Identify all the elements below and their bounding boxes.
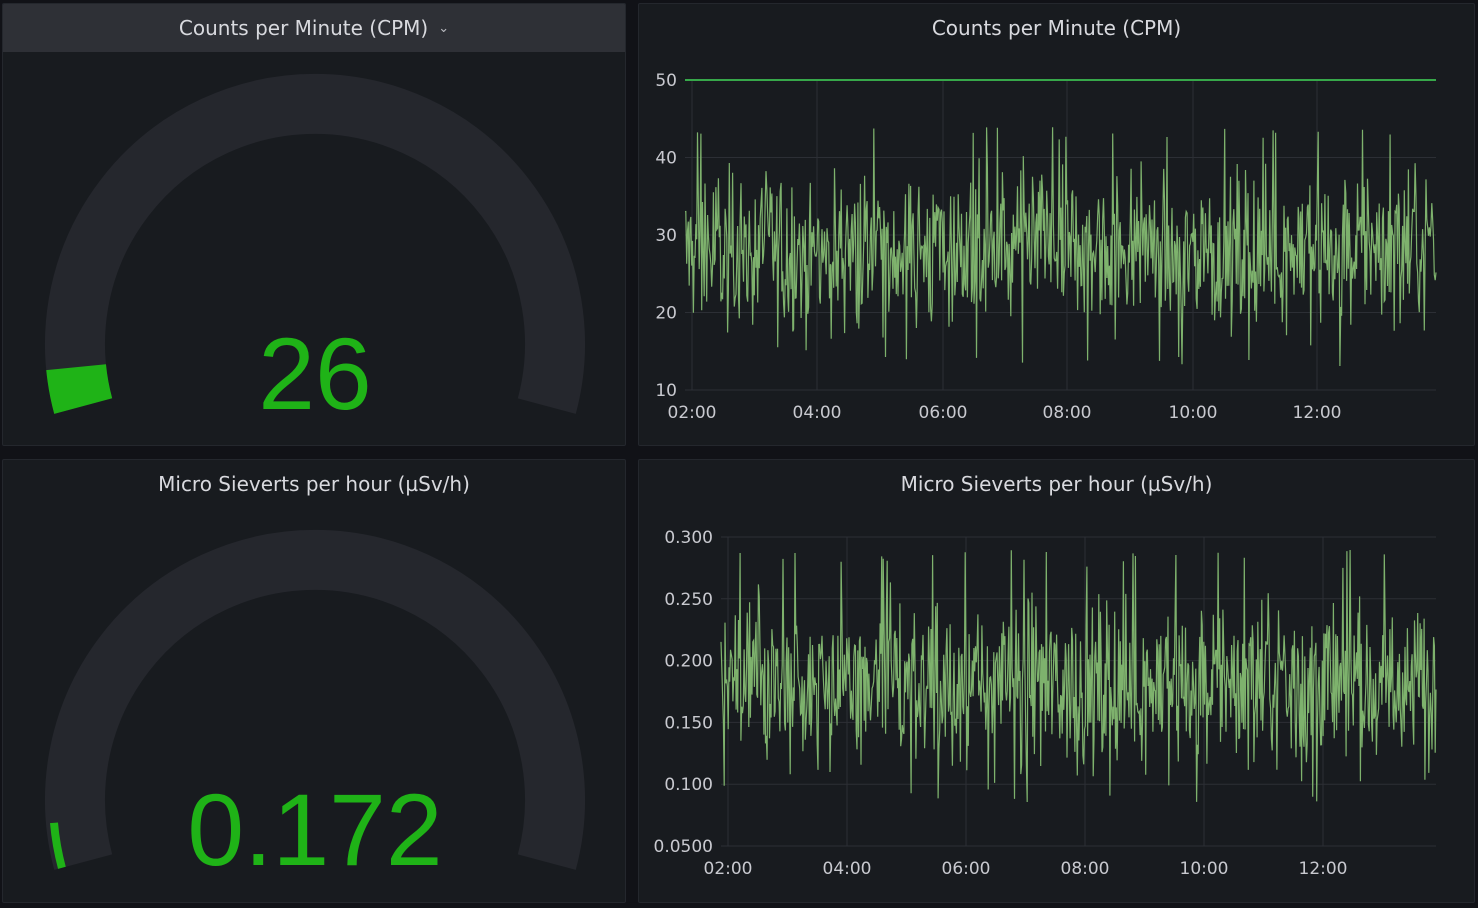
chevron-down-icon[interactable]: ⌄	[438, 20, 450, 36]
y-tick-label: 10	[655, 381, 677, 401]
cpm-gauge-title: Counts per Minute (CPM)	[178, 16, 429, 40]
usv-timeseries-panel-header[interactable]: Micro Sieverts per hour (µSv/h)	[639, 460, 1474, 508]
gauge-track	[45, 73, 585, 414]
series-line	[720, 549, 1437, 803]
x-tick-label: 10:00	[1169, 403, 1218, 423]
cpm-gauge: 26	[45, 73, 585, 431]
x-tick-label: 02:00	[704, 859, 753, 879]
y-tick-label: 0.200	[664, 652, 713, 672]
y-tick-label: 30	[655, 226, 677, 246]
y-tick-label: 0.0500	[654, 837, 713, 857]
series-line	[684, 127, 1437, 367]
cpm-timeseries-title: Counts per Minute (CPM)	[931, 16, 1182, 40]
x-tick-label: 04:00	[793, 403, 842, 423]
cpm-timeseries-panel-header[interactable]: Counts per Minute (CPM)	[639, 4, 1474, 52]
y-tick-label: 0.300	[664, 528, 713, 548]
x-tick-label: 06:00	[919, 403, 968, 423]
usv-timeseries-title: Micro Sieverts per hour (µSv/h)	[900, 472, 1213, 496]
usv-gauge-panel-header[interactable]: Micro Sieverts per hour (µSv/h)	[3, 460, 625, 508]
x-tick-label: 10:00	[1180, 859, 1229, 879]
x-tick-label: 06:00	[942, 859, 991, 879]
x-tick-label: 08:00	[1061, 859, 1110, 879]
usv-timeseries-panel: Micro Sieverts per hour (µSv/h) 0.0500 0.…	[638, 459, 1475, 903]
y-tick-label: 0.250	[664, 590, 713, 610]
x-tick-label: 08:00	[1043, 403, 1092, 423]
usv-gauge-panel: Micro Sieverts per hour (µSv/h) 0.172	[2, 459, 626, 903]
y-tick-label: 40	[655, 149, 677, 169]
y-tick-label: 0.150	[664, 713, 713, 733]
usv-gauge: 0.172	[45, 529, 585, 887]
x-tick-label: 04:00	[823, 859, 872, 879]
x-tick-label: 12:00	[1299, 859, 1348, 879]
x-tick-label: 02:00	[668, 403, 717, 423]
y-tick-label: 0.100	[664, 775, 713, 795]
cpm-gauge-panel: Counts per Minute (CPM) ⌄ 26	[2, 3, 626, 446]
y-tick-label: 50	[655, 71, 677, 91]
y-tick-label: 20	[655, 304, 677, 324]
cpm-gauge-panel-header[interactable]: Counts per Minute (CPM) ⌄	[3, 4, 625, 52]
usv-gauge-title: Micro Sieverts per hour (µSv/h)	[158, 472, 470, 496]
usv-timeseries-chart: 0.0500 0.100 0.150 0.200 0.250 0.300 02:00 04:0…	[654, 528, 1437, 879]
cpm-gauge-value: 26	[258, 317, 371, 431]
x-tick-label: 12:00	[1293, 403, 1342, 423]
usv-gauge-value: 0.172	[187, 773, 442, 887]
gauge-track	[45, 529, 585, 870]
cpm-timeseries-chart: 10 20 30 40 50 02:00 04:00 06:00 08:00 10:00 12:00	[655, 71, 1437, 423]
cpm-timeseries-panel: Counts per Minute (CPM) 10 20 30 40 50 02:00 0…	[638, 3, 1475, 446]
gauge-fill	[50, 822, 66, 869]
gauge-fill	[46, 363, 113, 414]
